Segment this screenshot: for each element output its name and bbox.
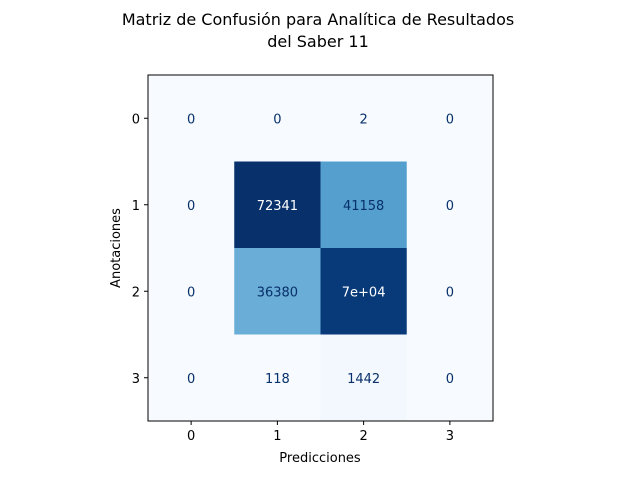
heatmap-cell (234, 161, 321, 249)
chart-title-line-2: del Saber 11 (267, 32, 369, 51)
cell-value-label: 0 (187, 372, 195, 387)
heatmap-cell (234, 75, 321, 162)
plot-frame (147, 74, 494, 422)
heatmap-cells: 0 0 2 0 0 72341 41158 0 0 36380 7e+04 0 0 118 1442 0 (148, 75, 494, 422)
heatmap-cell (320, 75, 408, 162)
heatmap-cell (148, 248, 235, 335)
heatmap-cell (148, 334, 235, 422)
y-axis-label: Anotaciones (109, 208, 124, 288)
cell-value-label: 0 (187, 199, 195, 214)
x-tick-label: 1 (273, 429, 281, 444)
heatmap-cell (320, 161, 408, 249)
cell-value-label: 118 (265, 372, 290, 387)
heatmap-cell (406, 161, 494, 249)
cell-value-label: 2 (359, 112, 367, 127)
axis-ticks: 0 1 2 3 0 1 2 3 (132, 112, 454, 444)
heatmap-cell (320, 248, 408, 335)
chart-title-line-1: Matriz de Confusión para Analítica de Re… (122, 10, 514, 29)
x-tick-label: 2 (359, 429, 367, 444)
cell-value-label: 0 (446, 285, 454, 300)
cell-value-label: 1442 (347, 372, 380, 387)
cell-value-label: 0 (187, 285, 195, 300)
cell-value-label: 41158 (343, 199, 384, 214)
cell-value-label: 0 (446, 112, 454, 127)
y-tick-label: 0 (132, 112, 140, 127)
cell-value-label: 0 (446, 199, 454, 214)
y-tick-label: 1 (132, 199, 140, 214)
y-tick-label: 3 (132, 372, 140, 387)
heatmap-cell (406, 75, 494, 162)
heatmap-cell (234, 248, 321, 335)
heatmap-cell (234, 334, 321, 422)
cell-value-label: 7e+04 (342, 285, 386, 300)
heatmap-cell (406, 334, 494, 422)
cell-value-label: 36380 (257, 285, 298, 300)
heatmap-cell (148, 75, 235, 162)
x-tick-label: 0 (187, 429, 195, 444)
x-axis-label: Predicciones (279, 451, 361, 466)
x-tick-label: 3 (446, 429, 454, 444)
cell-value-label: 0 (187, 112, 195, 127)
cell-value-label: 0 (446, 372, 454, 387)
cell-value-label: 72341 (257, 199, 298, 214)
heatmap-cell (148, 161, 235, 249)
heatmap-cell (320, 334, 408, 422)
y-tick-label: 2 (132, 285, 140, 300)
cell-value-label: 0 (273, 112, 281, 127)
heatmap-cell (406, 248, 494, 335)
